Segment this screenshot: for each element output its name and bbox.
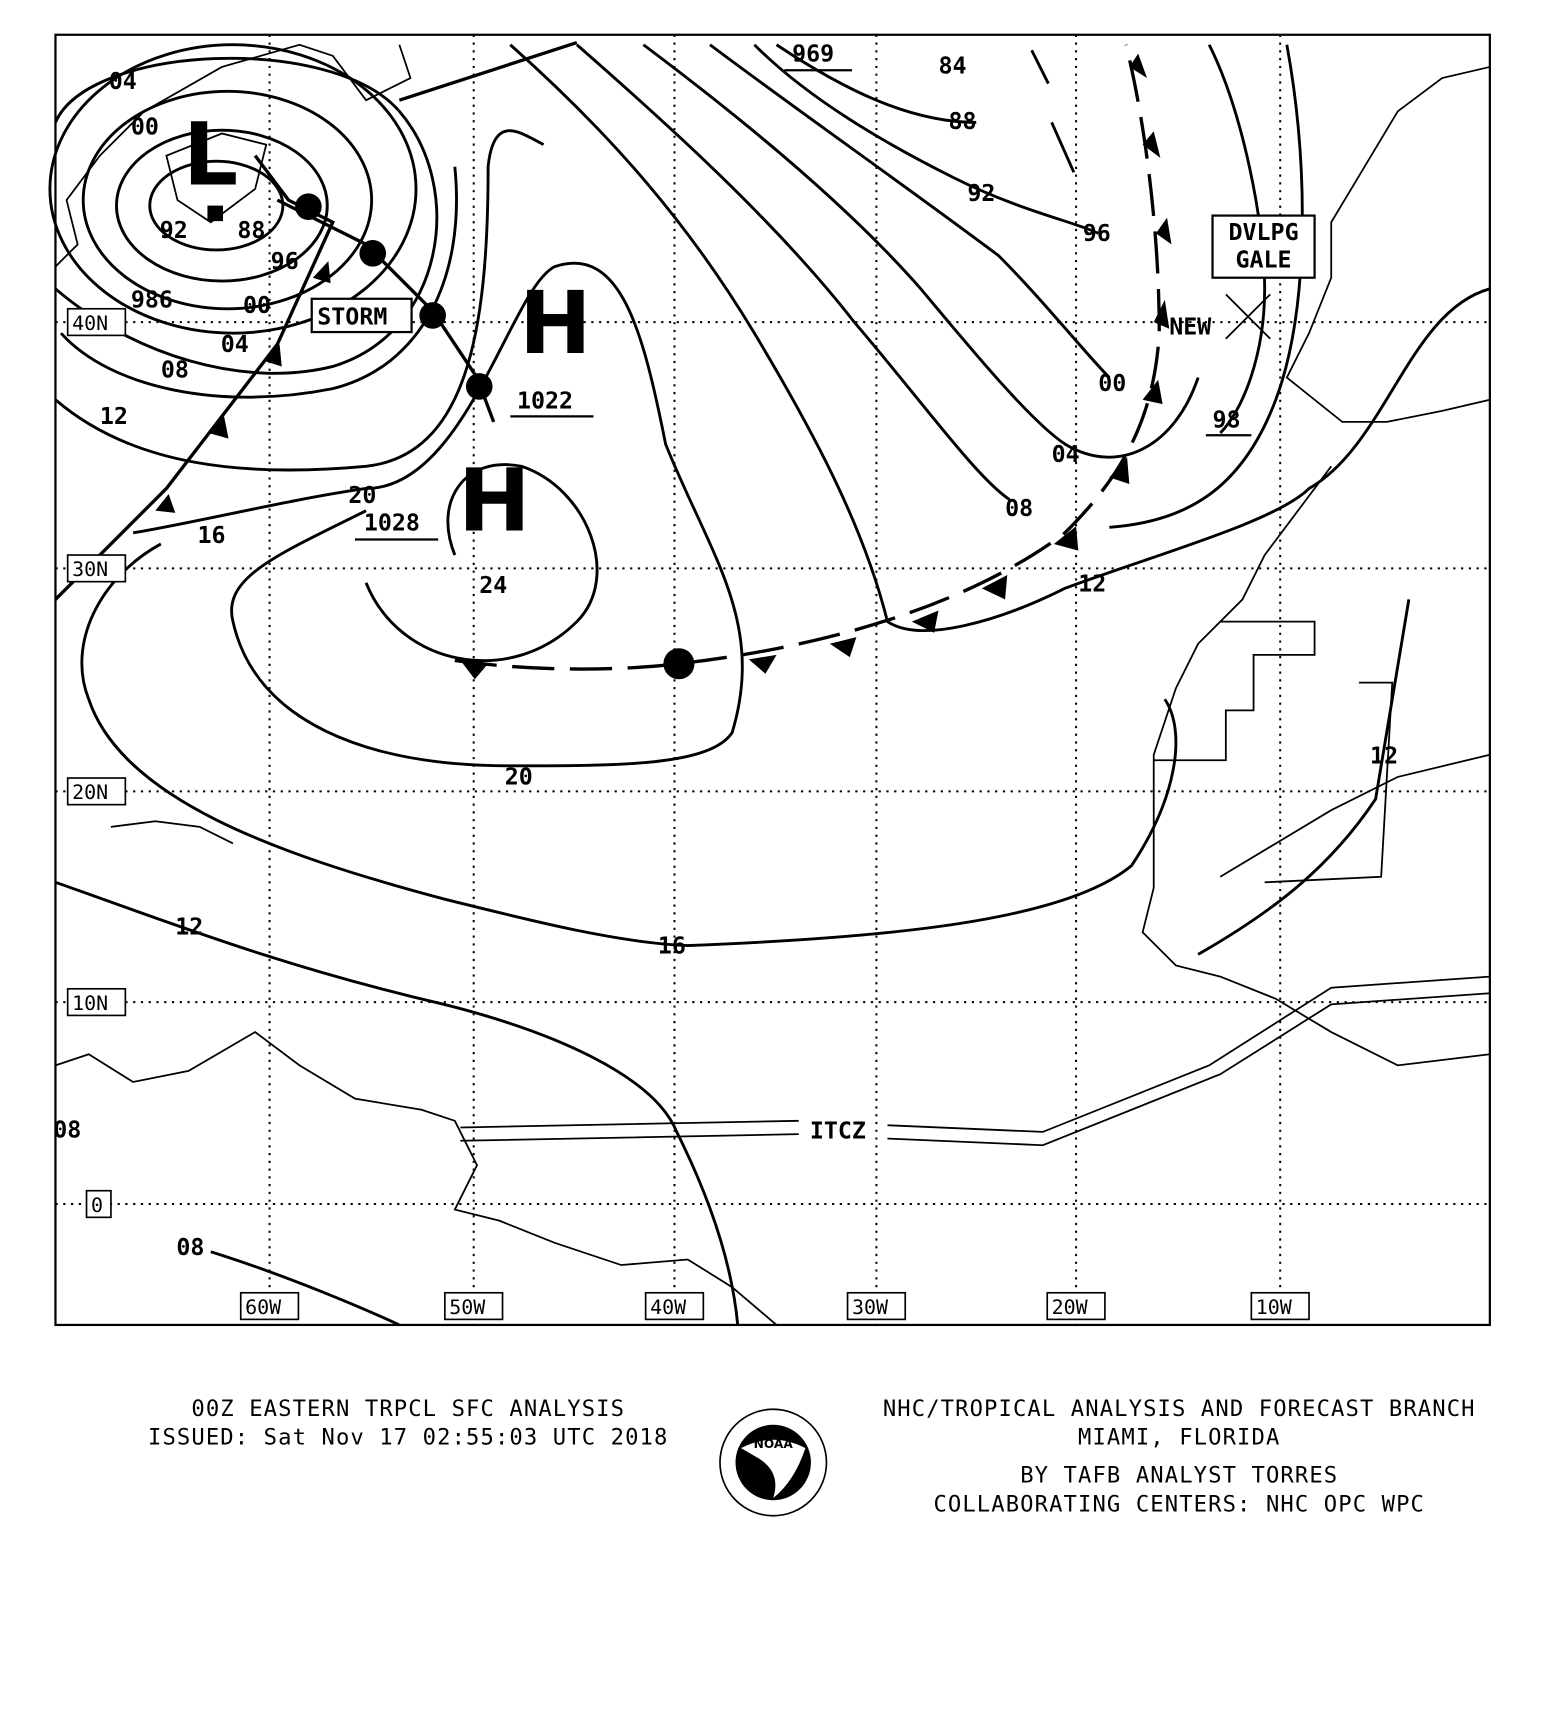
- organization: NHC/TROPICAL ANALYSIS AND FORECAST BRANC…: [883, 1396, 1476, 1422]
- high-center-label: H: [519, 274, 591, 374]
- svg-text:10W: 10W: [1256, 1295, 1293, 1319]
- high-pressure-value: 1022: [517, 388, 573, 415]
- noaa-logo: NOAA: [719, 1408, 828, 1517]
- svg-text:20: 20: [348, 482, 376, 509]
- coastlines: [54, 43, 1491, 1326]
- svg-text:30W: 30W: [852, 1295, 889, 1319]
- svg-text:00: 00: [1098, 370, 1126, 397]
- svg-text:04: 04: [1052, 441, 1080, 468]
- analyst: BY TAFB ANALYST TORRES: [1020, 1462, 1338, 1488]
- fronts: [54, 40, 1271, 680]
- svg-text:20: 20: [505, 764, 533, 791]
- grid-labels: 40N 30N 20N 10N 0 60W 50W 40W 30W 20W 10…: [66, 307, 1310, 1321]
- edge-label: 08: [53, 1116, 81, 1143]
- svg-text:96: 96: [1083, 220, 1111, 247]
- svg-text:12: 12: [1078, 571, 1106, 598]
- lat-lon-grid: [55, 34, 1490, 1325]
- svg-text:98: 98: [1213, 406, 1241, 433]
- svg-text:20N: 20N: [72, 780, 108, 804]
- svg-text:04: 04: [221, 331, 249, 358]
- svg-text:30N: 30N: [72, 557, 108, 581]
- high-center-label: H: [458, 452, 530, 552]
- svg-text:0: 0: [91, 1193, 103, 1217]
- svg-text:88: 88: [948, 108, 976, 135]
- svg-text:08: 08: [1005, 495, 1033, 522]
- svg-text:12: 12: [1370, 743, 1398, 770]
- svg-text:40W: 40W: [650, 1295, 687, 1319]
- svg-text:88: 88: [237, 217, 265, 244]
- footer: 00Z EASTERN TRPCL SFC ANALYSIS ISSUED: S…: [148, 1396, 1476, 1517]
- gale-warning: DVLPG GALE: [1229, 219, 1299, 274]
- new-label: NEW: [1169, 313, 1212, 340]
- svg-text:96: 96: [271, 248, 299, 275]
- svg-text:986: 986: [131, 287, 173, 314]
- map-border: [54, 33, 1491, 1327]
- isobars: [48, 43, 1491, 1327]
- svg-text:12: 12: [100, 403, 128, 430]
- high-pressure-value: 1028: [364, 510, 420, 537]
- svg-text:92: 92: [967, 180, 995, 207]
- svg-text:10N: 10N: [72, 991, 108, 1015]
- svg-text:16: 16: [658, 932, 686, 959]
- location: MIAMI, FLORIDA: [1078, 1425, 1280, 1451]
- low-pressure-value: 969: [792, 40, 834, 67]
- svg-text:08: 08: [161, 357, 189, 384]
- svg-text:92: 92: [160, 217, 188, 244]
- svg-text:16: 16: [197, 522, 225, 549]
- itcz-label: ITCZ: [810, 1118, 866, 1145]
- warning-labels: STORM DVLPG GALE NEW: [310, 214, 1316, 340]
- low-center-label: L: [183, 106, 238, 206]
- svg-text:20W: 20W: [1052, 1295, 1089, 1319]
- svg-text:00: 00: [131, 114, 159, 141]
- storm-warning: STORM: [317, 303, 387, 330]
- svg-text:12: 12: [175, 913, 203, 940]
- svg-text:40N: 40N: [72, 311, 108, 335]
- collaborating-centers: COLLABORATING CENTERS: NHC OPC WPC: [933, 1491, 1425, 1517]
- svg-text:00: 00: [243, 292, 271, 319]
- svg-text:24: 24: [479, 572, 507, 599]
- noaa-logo-text: NOAA: [754, 1437, 794, 1451]
- svg-text:04: 04: [109, 68, 137, 95]
- pressure-centers: L H 1022 H 1028 969: [183, 40, 852, 552]
- svg-text:84: 84: [939, 53, 967, 80]
- svg-text:08: 08: [176, 1234, 204, 1261]
- svg-text:50W: 50W: [449, 1295, 486, 1319]
- svg-text:60W: 60W: [245, 1295, 282, 1319]
- issued-time: ISSUED: Sat Nov 17 02:55:03 UTC 2018: [148, 1425, 669, 1451]
- isobar-labels: 04 00 92 88 96 986 00 04 08 12 16 20 24 …: [53, 53, 1398, 1261]
- itcz: ITCZ: [460, 975, 1490, 1147]
- chart-title: 00Z EASTERN TRPCL SFC ANALYSIS: [191, 1396, 625, 1422]
